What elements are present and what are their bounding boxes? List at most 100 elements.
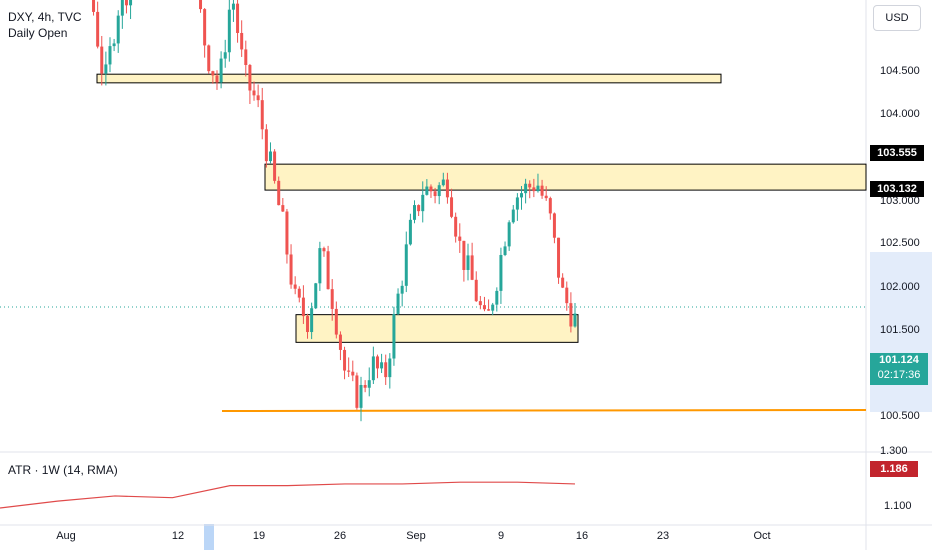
candle-body xyxy=(491,304,495,311)
candle-body xyxy=(425,186,429,195)
candle-body xyxy=(557,237,561,278)
price-tick: 101.500 xyxy=(880,324,920,336)
candle-body xyxy=(314,283,318,309)
candle-body xyxy=(273,151,277,181)
candle-body xyxy=(565,287,569,304)
candle-body xyxy=(380,362,384,369)
price-tick: 100.500 xyxy=(880,410,920,422)
candle-body xyxy=(429,186,433,192)
atr-tick-partial: 1.300 xyxy=(880,445,908,457)
candle-body xyxy=(215,75,219,83)
candle-body xyxy=(285,211,289,255)
candle-body xyxy=(264,129,268,162)
supply-demand-zone xyxy=(96,73,722,84)
atr-value-label: 1.186 xyxy=(870,461,918,477)
candle-body xyxy=(260,100,264,130)
candle-body xyxy=(367,380,371,388)
candle-body xyxy=(540,185,544,196)
candle-body xyxy=(408,219,412,245)
last-price-value: 101.124 xyxy=(879,354,919,366)
candle-body xyxy=(482,305,486,310)
time-tick: Aug xyxy=(56,530,76,542)
candle-body xyxy=(495,290,499,305)
price-tick: 104.500 xyxy=(880,65,920,77)
candle-body xyxy=(433,191,437,197)
candle-body xyxy=(240,32,244,50)
candle-body xyxy=(552,213,556,238)
candle-body xyxy=(470,255,474,280)
symbol-legend: DXY, 4h, TVC xyxy=(8,10,82,24)
candle-body xyxy=(244,49,248,66)
time-tick: 19 xyxy=(252,530,266,542)
candle-body xyxy=(343,349,347,371)
candle-body xyxy=(573,313,577,327)
level-label-lower: 103.132 xyxy=(870,181,924,197)
time-tick: 9 xyxy=(497,530,505,542)
candle-body xyxy=(231,3,235,10)
level-label-upper: 103.555 xyxy=(870,145,924,161)
candle-body xyxy=(487,309,491,311)
candle-body xyxy=(112,43,116,47)
candle-body xyxy=(330,289,334,309)
candle-body xyxy=(384,362,388,378)
candle-body xyxy=(441,179,445,186)
time-tick: 12 xyxy=(171,530,185,542)
candle-body xyxy=(293,284,297,289)
candle-body xyxy=(301,297,305,317)
candle-body xyxy=(437,185,441,197)
candle-body xyxy=(561,277,565,288)
candle-body xyxy=(129,0,133,6)
candle-body xyxy=(507,222,511,247)
candle-body xyxy=(474,279,478,302)
support-line xyxy=(221,409,867,412)
candle-body xyxy=(207,45,211,72)
indicator-legend: Daily Open xyxy=(8,26,68,40)
candle-body xyxy=(548,198,552,214)
candle-body xyxy=(375,356,379,369)
candle-body xyxy=(445,179,449,198)
candle-body xyxy=(520,193,524,198)
candle-body xyxy=(528,183,532,188)
candle-body xyxy=(236,3,240,33)
candle-body xyxy=(219,58,223,83)
candle-body xyxy=(223,52,227,59)
candle-body xyxy=(396,293,400,315)
candle-body xyxy=(281,205,285,212)
candle-body xyxy=(515,197,519,210)
candle-body xyxy=(252,90,256,96)
candle-body xyxy=(359,385,363,408)
time-tick: 26 xyxy=(333,530,347,542)
candle-body xyxy=(544,195,548,199)
candle-body xyxy=(248,65,252,91)
candle-body xyxy=(413,205,417,220)
atr-tick: 1.100 xyxy=(884,500,912,512)
candle-body xyxy=(124,0,128,6)
candle-body xyxy=(478,301,482,306)
candle-body xyxy=(289,254,293,285)
candle-body xyxy=(203,9,207,46)
time-tick: Sep xyxy=(406,530,426,542)
candle-body xyxy=(351,371,355,376)
candle-body xyxy=(104,64,108,74)
candle-body xyxy=(355,375,359,408)
candle-body xyxy=(227,9,231,53)
candle-body xyxy=(334,308,338,335)
candle-body xyxy=(211,71,215,76)
candle-body xyxy=(536,185,540,192)
atr-legend: ATR · 1W (14, RMA) xyxy=(8,463,118,477)
candle-body xyxy=(511,209,515,223)
price-tick: 102.500 xyxy=(880,237,920,249)
candle-body xyxy=(503,246,507,255)
candle-body xyxy=(532,187,536,192)
candle-body xyxy=(318,248,322,284)
bar-countdown: 02:17:36 xyxy=(877,369,921,381)
price-tick: 104.000 xyxy=(880,108,920,120)
candle-body xyxy=(524,183,528,194)
atr-series-line xyxy=(0,481,576,509)
candle-body xyxy=(310,308,314,333)
candle-body xyxy=(392,314,396,359)
currency-button[interactable]: USD xyxy=(873,5,921,31)
candle-body xyxy=(569,303,573,327)
price-tick: 103.000 xyxy=(880,195,920,207)
